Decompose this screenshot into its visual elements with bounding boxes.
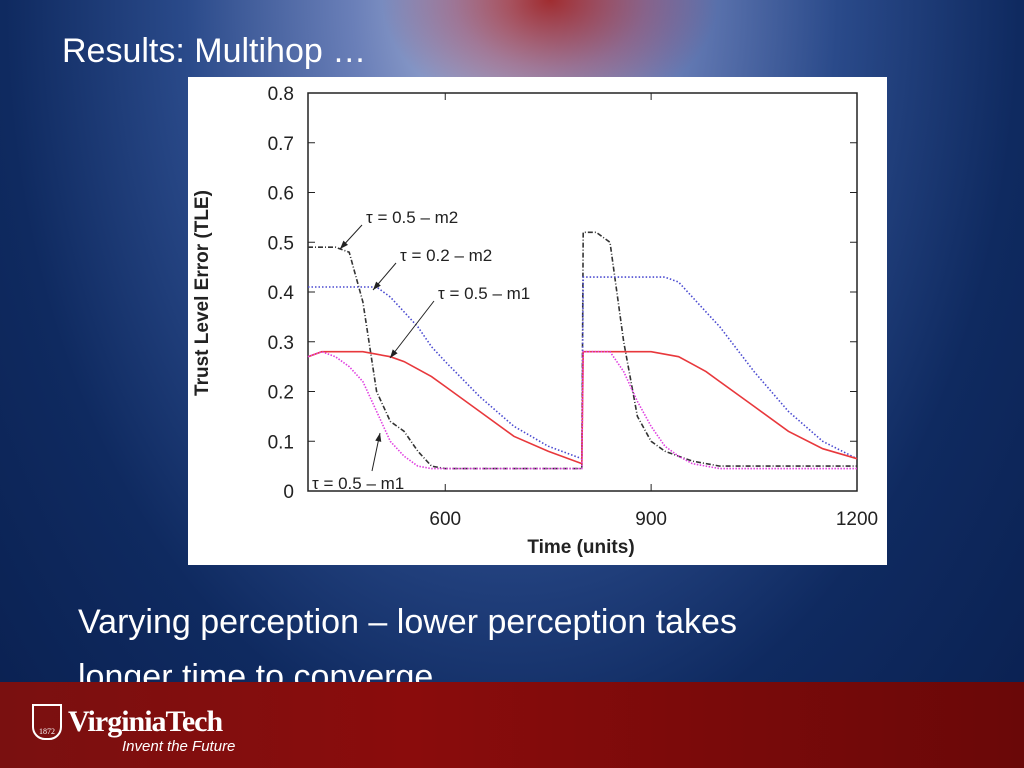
logo-shield: 1872 xyxy=(32,704,62,740)
arrow-head xyxy=(375,433,382,442)
logo-name: VirginiaTech xyxy=(68,705,223,738)
arrow-head xyxy=(340,240,348,249)
logo: 1872 VirginiaTech Invent the Future xyxy=(32,704,235,755)
annotation: τ = 0.5 – m1 xyxy=(438,284,530,303)
annotation: τ = 0.5 – m1 xyxy=(312,474,404,493)
slide-title: Results: Multihop … xyxy=(62,32,367,70)
y-tick-label: 0.1 xyxy=(268,432,294,453)
y-axis-label: Trust Level Error (TLE) xyxy=(192,190,213,396)
arrow-head xyxy=(373,281,381,290)
y-tick-label: 0.2 xyxy=(268,383,294,404)
y-tick-label: 0.5 xyxy=(268,233,294,254)
y-tick-label: 0.7 xyxy=(268,134,294,155)
annotation-arrow xyxy=(389,300,435,359)
y-tick-label: 0 xyxy=(283,482,294,503)
footer-bar xyxy=(0,682,1024,768)
x-tick-label: 600 xyxy=(429,509,461,530)
series-line xyxy=(307,350,858,465)
logo-tagline: Invent the Future xyxy=(122,738,236,755)
y-tick-label: 0.6 xyxy=(268,184,294,205)
series-line xyxy=(307,350,857,470)
chart: Trust Level Error (TLE) Time (units) 0 0.… xyxy=(192,84,878,558)
arrow-head xyxy=(390,349,398,358)
y-tick-label: 0.3 xyxy=(268,333,294,354)
y-tick-label: 0.8 xyxy=(268,84,294,105)
x-axis-label: Time (units) xyxy=(527,537,634,558)
annotation: τ = 0.5 – m2 xyxy=(366,208,458,227)
y-tick-label: 0.4 xyxy=(268,283,295,304)
annotation: τ = 0.2 – m2 xyxy=(400,246,492,265)
caption-line: Varying perception – lower perception ta… xyxy=(78,603,737,641)
x-tick-label: 1200 xyxy=(836,509,878,530)
x-tick-label: 900 xyxy=(635,509,667,530)
chart-panel: Trust Level Error (TLE) Time (units) 0 0.… xyxy=(188,77,887,565)
